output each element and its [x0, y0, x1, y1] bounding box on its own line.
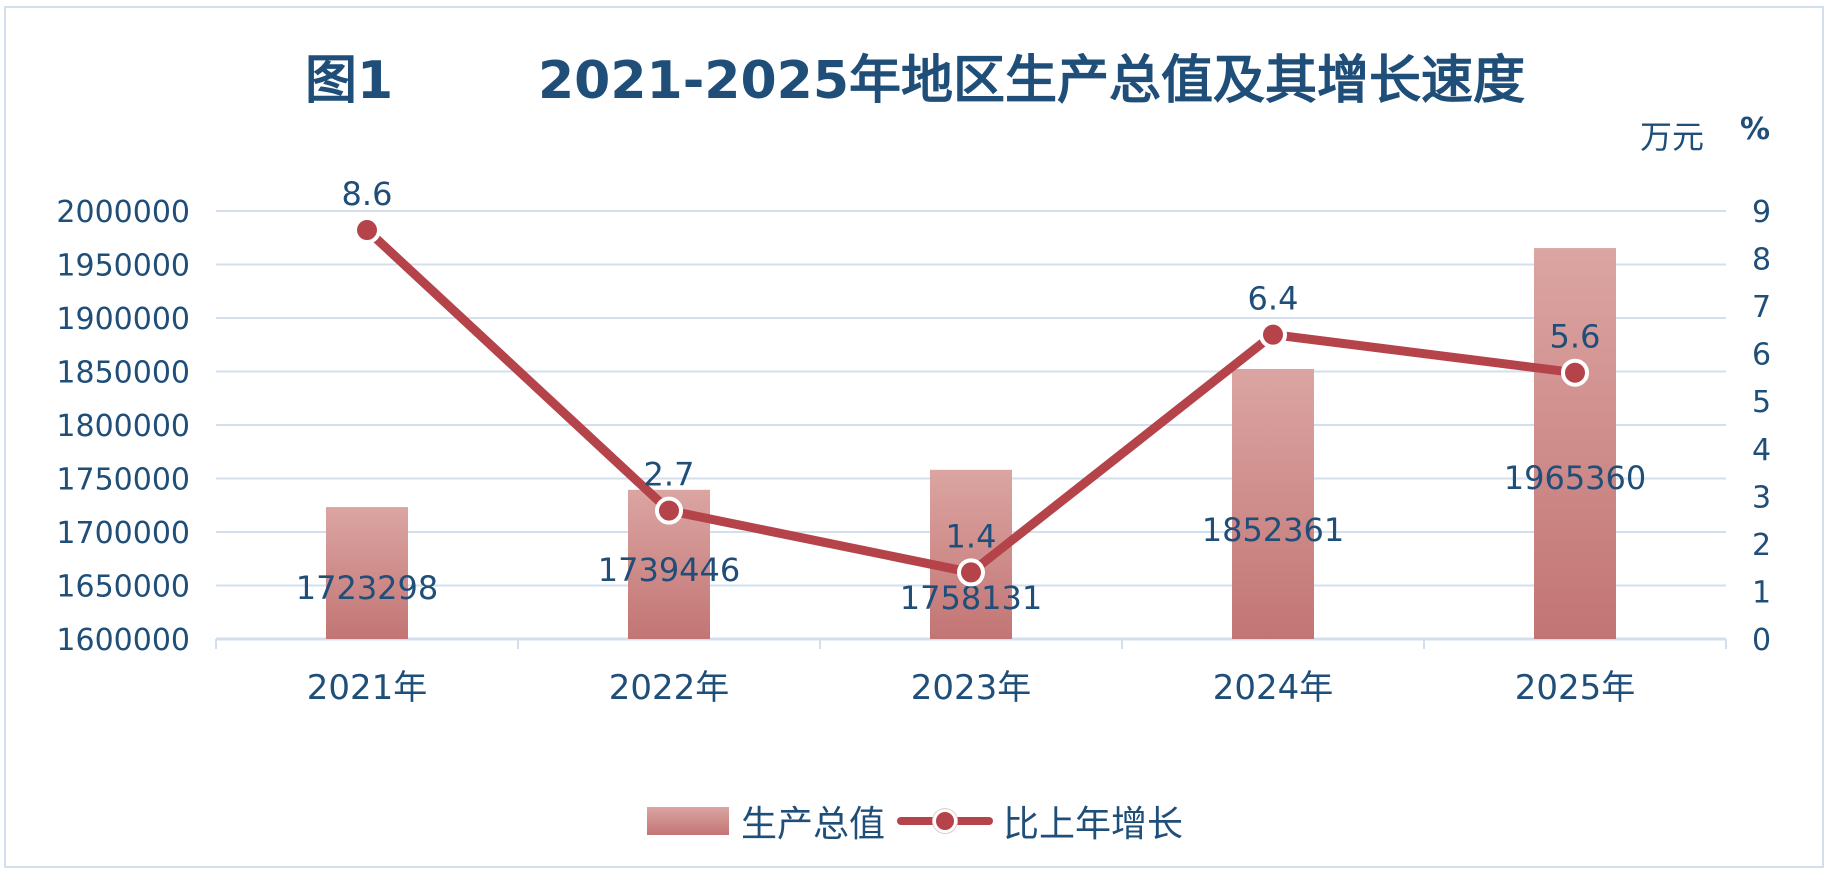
y-left-tick-label: 1600000	[56, 623, 190, 658]
legend-line-swatch	[897, 806, 993, 836]
growth-point	[655, 496, 683, 525]
growth-data-label: 2.7	[644, 456, 695, 494]
bar-data-label: 1852361	[1202, 511, 1345, 549]
y-left-tick-label: 1950000	[56, 249, 190, 284]
growth-data-label: 5.6	[1550, 318, 1601, 356]
bar-gdp	[1232, 368, 1314, 639]
legend-label-growth: 比上年增长	[1003, 804, 1184, 845]
bar-data-label: 1965360	[1504, 459, 1647, 497]
growth-point	[1561, 358, 1589, 387]
y-right-tick-label: 4	[1752, 433, 1771, 468]
growth-data-label: 8.6	[342, 175, 393, 213]
y-left-tick-label: 1750000	[56, 463, 190, 498]
y-left-tick-label: 1650000	[56, 570, 190, 605]
chart-title: 图1 2021-2025年地区生产总值及其增长速度	[304, 51, 1526, 111]
x-tick-label: 2024年	[1213, 668, 1334, 708]
y-left-tick-label: 2000000	[56, 195, 190, 230]
growth-point	[957, 558, 985, 587]
chart-legend: 生产总值 比上年增长	[0, 795, 1830, 847]
x-tick-label: 2025年	[1515, 668, 1636, 708]
y-right-tick-label: 3	[1752, 480, 1771, 515]
bar-gdp	[1534, 248, 1616, 639]
y-left-tick-label: 1900000	[56, 302, 190, 337]
y-right-tick-label: 0	[1752, 623, 1771, 658]
y-right-tick-label: 7	[1752, 290, 1771, 325]
y-right-tick-label: 2	[1752, 528, 1771, 563]
left-axis-unit: 万元	[1640, 118, 1705, 156]
y-right-tick-label: 9	[1752, 195, 1771, 230]
legend-item-growth: 比上年增长	[897, 795, 1183, 847]
y-left-tick-label: 1700000	[56, 516, 190, 551]
bar-gdp	[326, 507, 408, 639]
x-tick-label: 2022年	[609, 668, 730, 708]
growth-data-label: 6.4	[1248, 280, 1299, 318]
right-axis-unit: %	[1740, 112, 1771, 147]
y-right-tick-label: 8	[1752, 243, 1771, 278]
bar-data-label: 1723298	[296, 569, 439, 607]
y-right-tick-label: 6	[1752, 338, 1771, 373]
legend-label-gdp: 生产总值	[740, 804, 885, 845]
chart-frame	[4, 6, 1824, 868]
x-tick-label: 2023年	[911, 668, 1032, 708]
legend-item-gdp: 生产总值	[646, 795, 885, 847]
legend-bar-swatch	[646, 807, 729, 835]
x-tick-label: 2021年	[307, 668, 428, 708]
y-left-tick-label: 1800000	[56, 409, 190, 444]
growth-point	[1259, 320, 1287, 349]
y-right-tick-label: 1	[1752, 575, 1771, 610]
growth-point	[353, 216, 381, 245]
y-left-tick-label: 1850000	[56, 356, 190, 391]
growth-data-label: 1.4	[946, 517, 997, 555]
bar-data-label: 1739446	[598, 551, 741, 589]
y-right-tick-label: 5	[1752, 385, 1771, 420]
